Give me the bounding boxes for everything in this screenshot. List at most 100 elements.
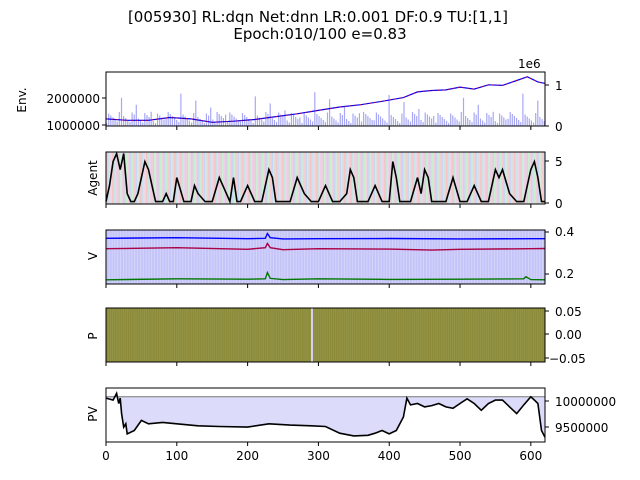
policy-stripe [214, 308, 215, 362]
agent-frame [105, 151, 546, 205]
env-volume-bar [471, 122, 473, 126]
agent-action-stripe [311, 152, 313, 204]
agent-action-stripe [518, 152, 520, 204]
agent-action-stripe [155, 152, 158, 204]
agent-action-stripe [387, 152, 390, 204]
agent-action-stripe [376, 152, 378, 204]
agent-action-stripe [539, 152, 541, 204]
pv-frame [105, 387, 546, 443]
policy-stripe [278, 308, 279, 362]
value-stripe [417, 230, 419, 284]
value-stripe [434, 230, 436, 284]
agent-action-stripe [377, 152, 380, 204]
env-volume-bar [229, 112, 231, 126]
agent-action-stripe [258, 152, 261, 204]
agent-action-stripe [413, 152, 415, 204]
pv-right-ytick-0: 10000000 [555, 395, 616, 409]
agent-action-stripe [325, 152, 327, 204]
value-stripe [222, 230, 223, 284]
policy-stripe [295, 308, 296, 362]
agent-action-stripe [274, 152, 276, 204]
agent-action-stripe [535, 152, 537, 204]
policy-stripe [392, 308, 394, 362]
policy-stripe [484, 308, 485, 362]
agent-action-stripe [424, 152, 427, 204]
value-stripe [329, 230, 331, 284]
agent-action-stripe [111, 152, 114, 204]
policy-stripe [399, 308, 400, 362]
agent-series-line [105, 151, 545, 205]
policy-stripe [176, 308, 177, 362]
env-volume-bar [418, 109, 420, 126]
env-volume-bar [384, 120, 386, 126]
env-volume-bar [524, 114, 526, 126]
value-stripe [462, 230, 464, 284]
env-volume-bar [174, 118, 176, 126]
env-volume-bar [539, 117, 541, 126]
policy-stripe [416, 308, 417, 362]
env-volume-bar [324, 122, 326, 126]
policy-stripe [428, 308, 430, 362]
policy-stripe [195, 308, 196, 362]
policy-stripe [123, 308, 124, 362]
agent-action-stripe [365, 152, 367, 204]
agent-action-stripe [144, 152, 146, 204]
env-volume-bar [462, 97, 465, 126]
value-stripe [247, 230, 249, 284]
agent-action-stripe [359, 152, 361, 204]
agent-action-stripe [339, 152, 342, 204]
agent-action-stripe [515, 152, 517, 204]
policy-stripe [516, 308, 517, 362]
env-volume-bar [454, 117, 456, 126]
env-ylabel: Env. [15, 87, 29, 112]
policy-stripe [324, 308, 326, 362]
policy-stripe [239, 308, 241, 362]
policy-stripe [386, 308, 387, 362]
agent-action-stripe [444, 152, 446, 204]
agent-action-stripe [236, 152, 238, 204]
agent-action-stripe [137, 152, 139, 204]
value-stripe [193, 230, 195, 284]
agent-action-stripe [332, 152, 335, 204]
policy-stripe [507, 308, 509, 362]
env-volume-bar [475, 114, 477, 126]
value-stripe [479, 230, 481, 284]
env-panel: Env. 2000000 1000000 1e6 1 0 [15, 57, 563, 134]
agent-action-stripe [142, 152, 145, 204]
env-volume-bar [307, 117, 309, 126]
policy-stripe [488, 308, 489, 362]
value-stripe [426, 230, 427, 284]
agent-action-stripe [478, 152, 480, 204]
policy-stripe [537, 308, 538, 362]
agent-action-stripe [199, 152, 201, 204]
env-volume-bar [505, 119, 507, 126]
value-stripe [411, 230, 413, 284]
env-volume-bar [182, 114, 184, 126]
agent-action-stripe [307, 152, 309, 204]
agent-action-stripe [118, 152, 121, 204]
env-volume-bar [352, 113, 354, 126]
agent-action-stripe [392, 152, 394, 204]
env-volume-bar [535, 113, 537, 126]
agent-action-stripe [240, 152, 242, 204]
agent-action-stripe [400, 152, 403, 204]
policy-stripe [269, 308, 271, 362]
agent-action-stripe [346, 152, 349, 204]
agent-action-stripe [543, 152, 546, 204]
env-volume-bar [375, 112, 377, 126]
policy-stripe [233, 308, 235, 362]
value-stripe [253, 230, 255, 284]
agent-action-stripe [443, 152, 445, 204]
agent-action-stripe [152, 152, 155, 204]
value-stripe [457, 230, 458, 284]
value-stripe [199, 230, 201, 284]
agent-action-stripe [338, 152, 340, 204]
agent-action-stripe [192, 152, 194, 204]
env-volume-bar [377, 114, 380, 126]
env-volume-bar [437, 113, 439, 126]
agent-action-stripe [335, 152, 337, 204]
agent-action-stripe [148, 152, 150, 204]
env-volume-bar [118, 112, 120, 126]
policy-stripe [456, 308, 458, 362]
agent-action-stripe [132, 152, 135, 204]
